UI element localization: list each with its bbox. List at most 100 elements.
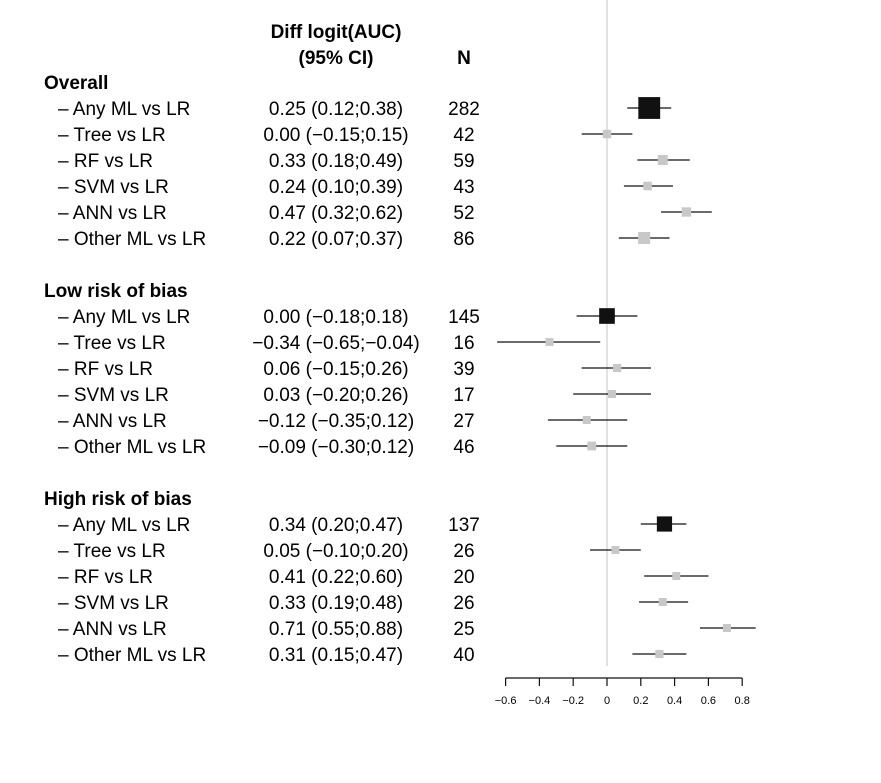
x-tick-label: 0.6 <box>701 695 716 707</box>
row-n: 26 <box>453 541 474 562</box>
row-estimate-ci: 0.25 (0.12;0.38) <box>269 99 403 120</box>
group-2: High risk of bias – Any ML vs LR 0.34 (0.2… <box>44 489 756 666</box>
row-label: – Tree vs LR <box>58 125 166 146</box>
forest-row: – Tree vs LR −0.34 (−0.65;−0.04) 16 <box>58 333 601 354</box>
row-estimate-ci: 0.05 (−0.10;0.20) <box>263 541 408 562</box>
row-n: 39 <box>453 359 474 380</box>
row-n: 145 <box>448 307 480 328</box>
row-label: – RF vs LR <box>58 567 153 588</box>
row-label: – ANN vs LR <box>58 619 167 640</box>
forest-rows: Overall – Any ML vs LR 0.25 (0.12;0.38) 282… <box>44 73 756 666</box>
subgroup-point-marker <box>611 546 620 554</box>
subgroup-point-marker <box>582 416 591 424</box>
summary-point-marker <box>656 516 673 532</box>
estimate-header-line2: (95% CI) <box>299 48 374 69</box>
subgroup-point-marker <box>681 207 692 217</box>
subgroup-point-marker <box>587 441 597 451</box>
row-n: 43 <box>453 177 474 198</box>
row-label: – RF vs LR <box>58 359 153 380</box>
forest-row: – RF vs LR 0.41 (0.22;0.60) 20 <box>58 567 709 588</box>
x-axis: −0.6 −0.4 −0.2 0 0.2 0.4 0.6 0.8 <box>495 677 750 707</box>
row-label: – SVM vs LR <box>58 593 169 614</box>
subgroup-point-marker <box>545 338 554 346</box>
forest-row: – Any ML vs LR 0.00 (−0.18;0.18) 145 <box>58 307 638 328</box>
row-n: 27 <box>453 411 474 432</box>
forest-row: – SVM vs LR 0.33 (0.19;0.48) 26 <box>58 593 689 614</box>
row-estimate-ci: 0.00 (−0.18;0.18) <box>263 307 408 328</box>
row-label: – Any ML vs LR <box>58 307 190 328</box>
row-n: 52 <box>453 203 474 224</box>
forest-row: – Any ML vs LR 0.34 (0.20;0.47) 137 <box>58 515 687 536</box>
row-label: – ANN vs LR <box>58 203 167 224</box>
forest-row: – Any ML vs LR 0.25 (0.12;0.38) 282 <box>58 97 672 120</box>
x-tick-label: 0.2 <box>633 695 648 707</box>
row-n: 59 <box>453 151 474 172</box>
forest-row: – ANN vs LR 0.47 (0.32;0.62) 52 <box>58 203 712 224</box>
row-label: – SVM vs LR <box>58 385 169 406</box>
group-1: Low risk of bias – Any ML vs LR 0.00 (−0.1… <box>44 281 651 458</box>
row-estimate-ci: −0.09 (−0.30;0.12) <box>258 437 414 458</box>
subgroup-point-marker <box>672 572 681 580</box>
subgroup-point-marker <box>643 181 652 191</box>
summary-point-marker <box>599 308 615 324</box>
row-estimate-ci: 0.31 (0.15;0.47) <box>269 645 403 666</box>
n-header: N <box>457 48 471 69</box>
forest-row: – Tree vs LR 0.05 (−0.10;0.20) 26 <box>58 541 641 562</box>
row-estimate-ci: 0.47 (0.32;0.62) <box>269 203 403 224</box>
row-n: 282 <box>448 99 480 120</box>
forest-row: – SVM vs LR 0.24 (0.10;0.39) 43 <box>58 177 673 198</box>
row-n: 26 <box>453 593 474 614</box>
row-label: – RF vs LR <box>58 151 153 172</box>
group-0: Overall – Any ML vs LR 0.25 (0.12;0.38) 282… <box>44 73 712 250</box>
row-estimate-ci: 0.71 (0.55;0.88) <box>269 619 403 640</box>
forest-row: – ANN vs LR 0.71 (0.55;0.88) 25 <box>58 619 756 640</box>
x-tick-label: 0 <box>604 695 610 707</box>
forest-row: – RF vs LR 0.33 (0.18;0.49) 59 <box>58 151 690 172</box>
forest-row: – SVM vs LR 0.03 (−0.20;0.26) 17 <box>58 385 651 406</box>
row-n: 20 <box>453 567 474 588</box>
group-title: High risk of bias <box>44 489 192 510</box>
x-tick-label: −0.2 <box>562 695 584 707</box>
column-headers: Diff logit(AUC) (95% CI) N <box>271 22 471 69</box>
row-label: – Other ML vs LR <box>58 229 206 250</box>
row-estimate-ci: 0.00 (−0.15;0.15) <box>263 125 408 146</box>
subgroup-point-marker <box>657 155 668 165</box>
x-tick-label: −0.4 <box>529 695 551 707</box>
row-n: 137 <box>448 515 480 536</box>
subgroup-point-marker <box>658 598 667 606</box>
row-estimate-ci: 0.03 (−0.20;0.26) <box>263 385 408 406</box>
row-label: – ANN vs LR <box>58 411 167 432</box>
row-n: 17 <box>453 385 474 406</box>
subgroup-point-marker <box>638 231 651 245</box>
row-estimate-ci: 0.34 (0.20;0.47) <box>269 515 403 536</box>
estimate-header-line1: Diff logit(AUC) <box>271 22 402 43</box>
row-n: 42 <box>453 125 474 146</box>
group-title: Overall <box>44 73 108 94</box>
x-tick-label: 0.8 <box>735 695 750 707</box>
group-title: Low risk of bias <box>44 281 188 302</box>
x-tick-label: 0.4 <box>667 695 682 707</box>
forest-row: – Other ML vs LR 0.31 (0.15;0.47) 40 <box>58 645 687 666</box>
row-n: 46 <box>453 437 474 458</box>
forest-row: – Other ML vs LR −0.09 (−0.30;0.12) 46 <box>58 437 628 458</box>
row-label: – SVM vs LR <box>58 177 169 198</box>
row-estimate-ci: 0.22 (0.07;0.37) <box>269 229 403 250</box>
forest-row: – Tree vs LR 0.00 (−0.15;0.15) 42 <box>58 125 633 146</box>
subgroup-point-marker <box>613 363 622 373</box>
row-estimate-ci: −0.12 (−0.35;0.12) <box>258 411 414 432</box>
forest-row: – ANN vs LR −0.12 (−0.35;0.12) 27 <box>58 411 628 432</box>
row-label: – Any ML vs LR <box>58 99 190 120</box>
subgroup-point-marker <box>608 390 617 398</box>
row-n: 16 <box>453 333 474 354</box>
row-n: 25 <box>453 619 474 640</box>
row-label: – Tree vs LR <box>58 333 166 354</box>
row-label: – Any ML vs LR <box>58 515 190 536</box>
row-label: – Other ML vs LR <box>58 437 206 458</box>
x-tick-label: −0.6 <box>495 695 517 707</box>
row-label: – Other ML vs LR <box>58 645 206 666</box>
row-estimate-ci: 0.33 (0.18;0.49) <box>269 151 403 172</box>
forest-row: – Other ML vs LR 0.22 (0.07;0.37) 86 <box>58 229 670 250</box>
row-estimate-ci: −0.34 (−0.65;−0.04) <box>252 333 419 354</box>
subgroup-point-marker <box>602 129 612 139</box>
